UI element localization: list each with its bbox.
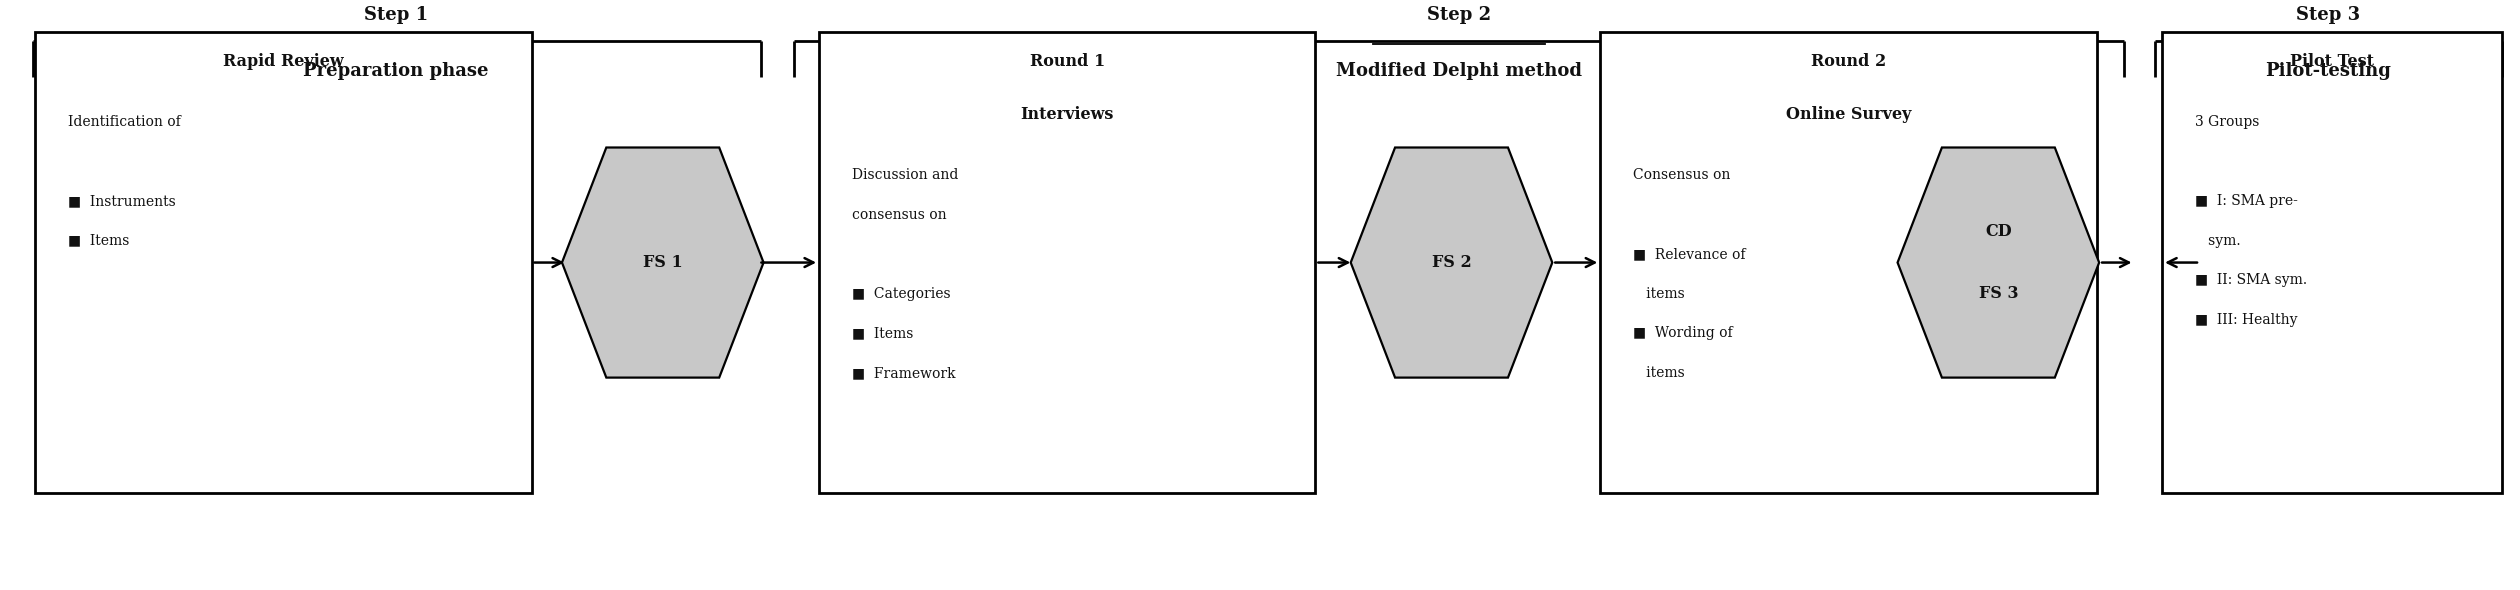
Text: ■  Wording of: ■ Wording of — [1633, 326, 1734, 340]
Text: Rapid Review: Rapid Review — [224, 53, 343, 70]
Text: FS 2: FS 2 — [1431, 254, 1472, 271]
Text: ■  Relevance of: ■ Relevance of — [1633, 247, 1746, 261]
Text: FS 1: FS 1 — [643, 254, 683, 271]
Polygon shape — [1351, 148, 1552, 378]
Text: ■  Items: ■ Items — [68, 234, 129, 248]
Bar — [819, 32, 1315, 493]
Text: Preparation phase: Preparation phase — [302, 62, 489, 80]
Polygon shape — [562, 148, 764, 378]
Text: items: items — [1633, 366, 1686, 380]
Text: Round 2: Round 2 — [1812, 53, 1885, 70]
Bar — [1600, 32, 2097, 493]
Bar — [2162, 32, 2502, 493]
Text: Online Survey: Online Survey — [1787, 106, 1910, 123]
Text: ■  Categories: ■ Categories — [852, 287, 950, 301]
Polygon shape — [1898, 148, 2099, 378]
Text: Modified Delphi method: Modified Delphi method — [1336, 62, 1583, 80]
Text: ■  Items: ■ Items — [852, 326, 912, 340]
Text: Round 1: Round 1 — [1031, 53, 1104, 70]
Text: ■  III: Healthy: ■ III: Healthy — [2195, 313, 2298, 327]
Text: Identification of: Identification of — [68, 115, 181, 129]
Text: Interviews: Interviews — [1021, 106, 1114, 123]
Text: 3 Groups: 3 Groups — [2195, 115, 2260, 129]
Text: Step 1: Step 1 — [363, 6, 428, 24]
Text: sym.: sym. — [2195, 234, 2240, 248]
Text: consensus on: consensus on — [852, 208, 948, 222]
Text: Step 2: Step 2 — [1426, 6, 1492, 24]
Text: Step 3: Step 3 — [2296, 6, 2361, 24]
Text: ■  Instruments: ■ Instruments — [68, 194, 176, 208]
Text: Consensus on: Consensus on — [1633, 168, 1731, 182]
Text: ■  I: SMA pre-: ■ I: SMA pre- — [2195, 194, 2298, 208]
Text: Pilot Test: Pilot Test — [2291, 53, 2374, 70]
Text: items: items — [1633, 287, 1686, 301]
Text: ■  II: SMA sym.: ■ II: SMA sym. — [2195, 273, 2306, 287]
Bar — [35, 32, 532, 493]
Text: FS 3: FS 3 — [1978, 285, 2019, 302]
Text: Pilot-testing: Pilot-testing — [2265, 62, 2391, 80]
Text: ■  Framework: ■ Framework — [852, 366, 955, 380]
Text: CD: CD — [1986, 223, 2011, 240]
Text: Discussion and: Discussion and — [852, 168, 958, 182]
